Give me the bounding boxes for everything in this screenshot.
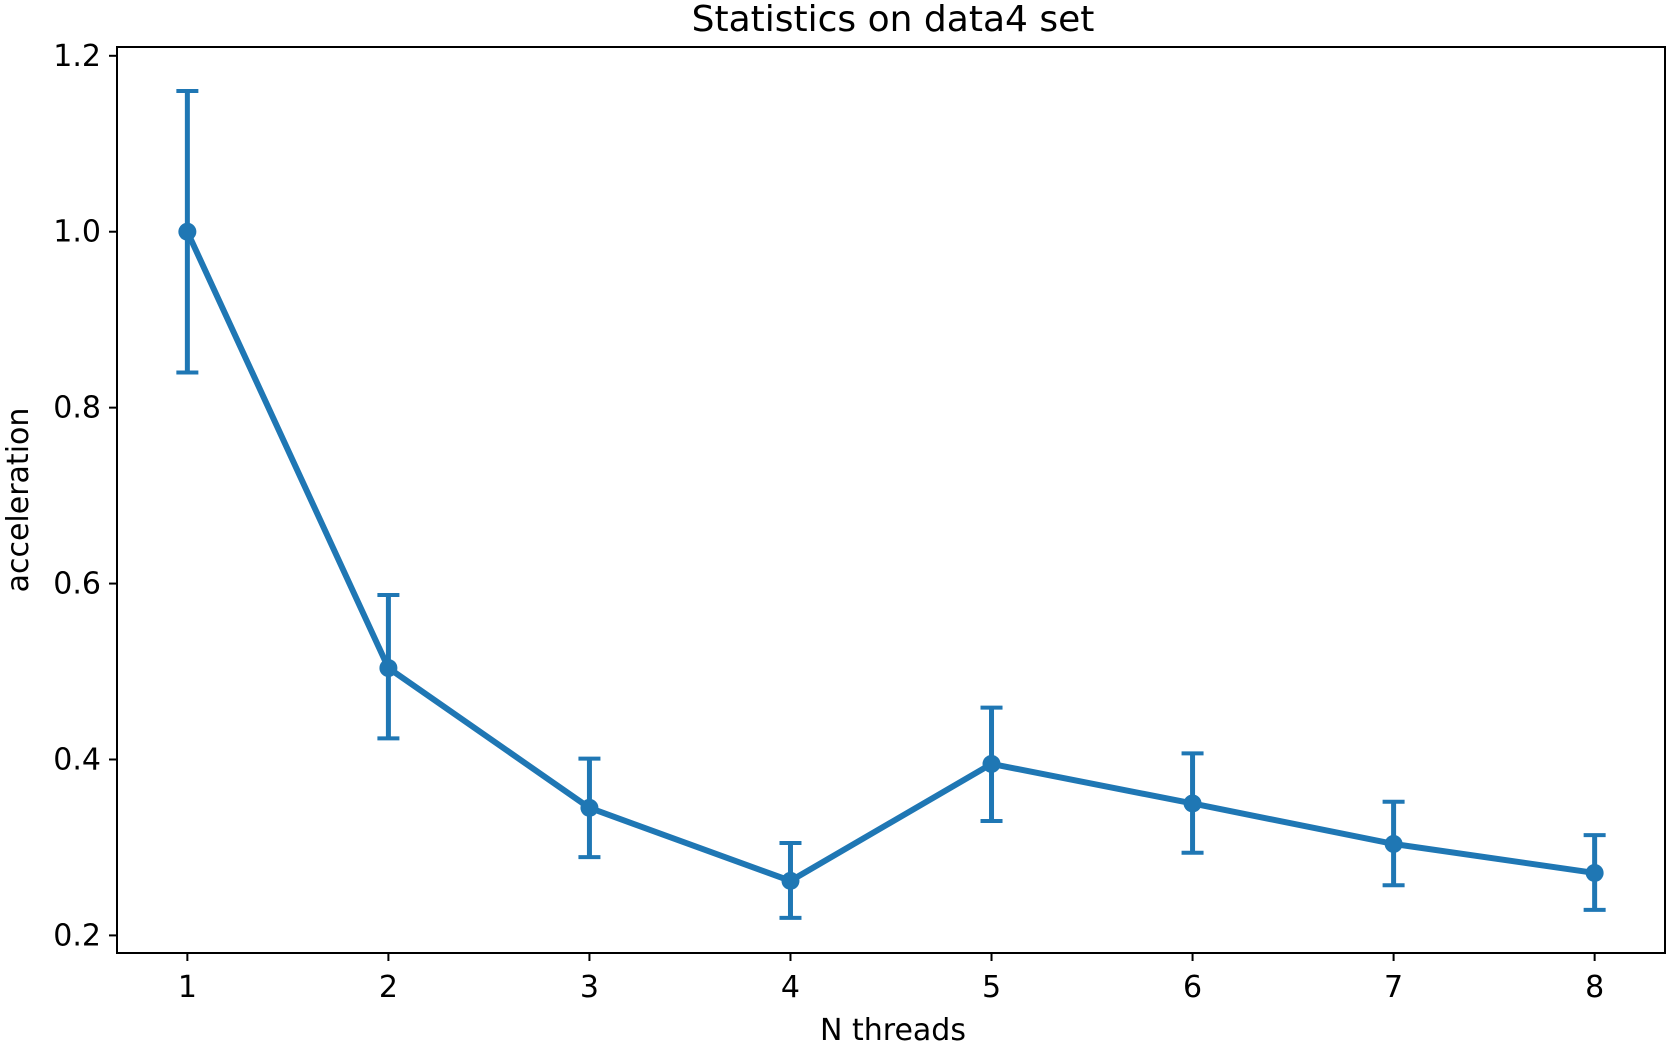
y-tick-label: 1.0: [53, 215, 101, 250]
plot-frame: [116, 46, 1666, 954]
series-line: [184, 230, 1596, 884]
data-point: [781, 871, 800, 890]
y-tick-label: 0.8: [53, 391, 101, 426]
data-point: [1183, 794, 1202, 813]
x-axis-label: N threads: [820, 1013, 966, 1048]
x-tick-label: 1: [178, 970, 197, 1005]
y-tick-label: 0.6: [53, 567, 101, 602]
x-tick-label: 6: [1183, 970, 1202, 1005]
y-axis: 0.2 0.4 0.6 0.8 1.0 1.2: [53, 39, 117, 953]
x-tick-label: 3: [580, 970, 599, 1005]
x-tick-label: 8: [1585, 970, 1604, 1005]
data-point: [1585, 863, 1604, 882]
y-axis-label: acceleration: [1, 408, 36, 593]
x-tick-label: 4: [781, 970, 800, 1005]
chart-title: Statistics on data4 set: [692, 0, 1095, 40]
x-axis: 1 2 3 4 5 6 7 8: [178, 953, 1604, 1005]
data-point: [178, 222, 197, 241]
y-tick-label: 1.2: [53, 39, 101, 74]
x-tick-label: 5: [982, 970, 1001, 1005]
data-point: [1384, 834, 1403, 853]
x-tick-label: 7: [1384, 970, 1403, 1005]
data-point: [580, 798, 599, 817]
data-point: [982, 754, 1001, 773]
plot-marks: [176, 88, 1606, 920]
y-tick-label: 0.4: [53, 742, 101, 777]
y-tick-label: 0.2: [53, 918, 101, 953]
data-point: [379, 659, 398, 678]
x-tick-label: 2: [379, 970, 398, 1005]
